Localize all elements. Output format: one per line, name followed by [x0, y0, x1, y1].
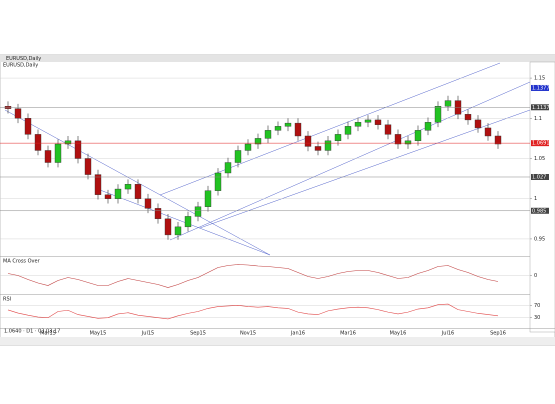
- candle-body: [324, 140, 332, 151]
- level-box: [531, 173, 549, 180]
- candle-body: [114, 188, 122, 199]
- candle-body: [314, 146, 322, 151]
- panel-title: RSI: [3, 297, 11, 303]
- level-label: 1.027: [532, 174, 546, 180]
- level-label: 1.1137: [532, 105, 550, 111]
- y-tick-label: 0.95: [534, 236, 545, 242]
- candle-body: [24, 118, 32, 135]
- candle-body: [144, 198, 152, 209]
- candle-body: [444, 100, 452, 107]
- level-label: 1.0691: [532, 141, 550, 147]
- candle-body: [84, 158, 92, 175]
- candle-body: [74, 140, 82, 159]
- candle-body: [124, 184, 132, 190]
- candle-body: [194, 206, 202, 217]
- candle-body: [104, 194, 112, 199]
- level-box: [531, 104, 549, 111]
- panel-title: EURUSD,Daily: [3, 63, 38, 69]
- x-tick-label: Mar16: [340, 331, 356, 337]
- y-tick-label: 0: [534, 273, 537, 279]
- candle-body: [424, 122, 432, 131]
- candle-body: [484, 127, 492, 137]
- candle-body: [214, 172, 222, 191]
- candle-body: [224, 162, 232, 174]
- candle-body: [254, 138, 262, 145]
- candle-body: [244, 143, 252, 151]
- candle-body: [94, 174, 102, 195]
- candle-body: [184, 216, 192, 228]
- x-tick-label: May16: [390, 331, 407, 337]
- candle-body: [334, 134, 342, 142]
- window-title: EURUSD,Daily: [6, 56, 41, 62]
- x-tick-label: May15: [90, 331, 107, 337]
- candle-body: [234, 150, 242, 163]
- candle-body: [154, 208, 162, 220]
- candle-body: [464, 114, 472, 121]
- candle-body: [284, 122, 292, 127]
- x-tick-label: Sep15: [190, 331, 206, 337]
- candle-body: [344, 126, 352, 135]
- status-text: 1.0640 · D1 · 03.03.17: [4, 329, 60, 335]
- level-box: [531, 84, 549, 91]
- candle-body: [354, 122, 362, 127]
- candle-body: [434, 106, 442, 123]
- panel-title: MA Cross Over: [3, 259, 41, 265]
- window-frame: [0, 54, 555, 346]
- y-tick-label: 1.15: [534, 76, 545, 82]
- x-tick-label: Mar15: [40, 331, 56, 337]
- candle-body: [164, 218, 172, 236]
- x-tick-label: Sep16: [490, 331, 506, 337]
- y-tick-label: 1: [534, 196, 537, 202]
- candle-body: [274, 126, 282, 131]
- indicator-line: [7, 303, 499, 320]
- status-bar: [0, 337, 555, 345]
- candle-body: [404, 140, 412, 145]
- x-tick-label: Nov15: [240, 331, 256, 337]
- candle-body: [264, 130, 272, 139]
- level-label: 0.985: [532, 208, 546, 214]
- candle-body: [494, 135, 502, 145]
- indicator-line: [7, 264, 499, 288]
- level-label: 1.1377: [532, 85, 550, 91]
- x-tick-label: Jul15: [141, 331, 154, 337]
- toolbar: [0, 55, 555, 62]
- x-tick-label: Jan16: [290, 331, 305, 337]
- candle-body: [474, 119, 482, 129]
- candle-body: [134, 184, 142, 199]
- candle-body: [174, 226, 182, 236]
- candle-body: [14, 108, 22, 119]
- y-tick-label: 1.1: [534, 116, 542, 122]
- candle-body: [34, 134, 42, 151]
- candle-body: [44, 150, 52, 163]
- y-tick-label: 30: [534, 315, 540, 321]
- y-tick-label: 70: [534, 303, 540, 309]
- candle-body: [374, 119, 382, 125]
- candle-body: [64, 140, 72, 145]
- x-tick-label: Jul16: [441, 331, 454, 337]
- candle-body: [384, 124, 392, 135]
- candle-body: [414, 130, 422, 142]
- candle-body: [294, 122, 302, 137]
- candle-body: [204, 190, 212, 207]
- candle-body: [364, 119, 372, 123]
- level-box: [531, 207, 549, 214]
- candle-body: [54, 143, 62, 163]
- candle-body: [394, 134, 402, 145]
- level-box: [531, 140, 549, 147]
- candle-body: [304, 135, 312, 147]
- y-tick-label: 1.05: [534, 156, 545, 162]
